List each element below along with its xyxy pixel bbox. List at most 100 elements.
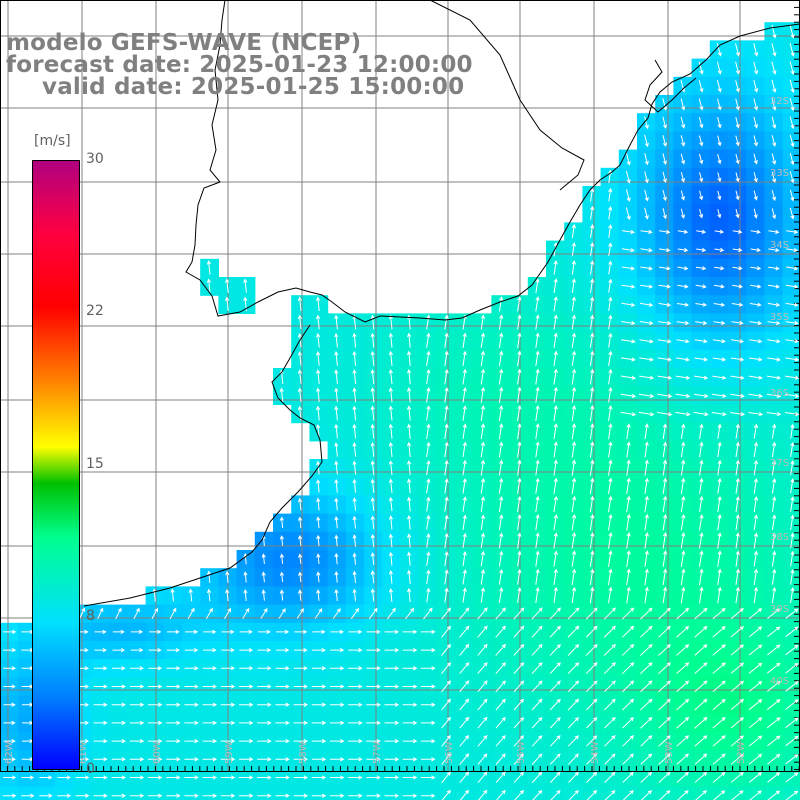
latitude-label: 36S xyxy=(770,388,789,399)
wind-arrow xyxy=(785,357,800,362)
wind-arrow xyxy=(531,643,543,656)
wind-arrow xyxy=(462,587,467,603)
wind-arrow xyxy=(426,314,431,330)
wind-arrow xyxy=(553,260,558,275)
wind-arrow xyxy=(585,680,598,693)
wind-arrow xyxy=(477,734,488,747)
wind-cell xyxy=(145,786,165,800)
wind-arrow xyxy=(366,684,381,689)
wind-arrow xyxy=(553,278,558,294)
wind-arrow xyxy=(166,757,181,762)
wind-arrow xyxy=(97,607,104,620)
wind-arrow xyxy=(549,698,561,711)
wind-arrow xyxy=(366,738,381,744)
wind-cell xyxy=(637,786,656,800)
wind-arrow xyxy=(517,532,522,549)
latitude-label: 32S xyxy=(770,96,789,107)
wind-arrow xyxy=(426,478,431,494)
wind-arrow xyxy=(694,716,708,729)
wind-arrow xyxy=(735,459,740,476)
wind-arrow xyxy=(621,248,635,253)
wind-arrow xyxy=(261,571,266,583)
wind-cell xyxy=(0,786,19,800)
wind-arrow xyxy=(239,720,254,726)
wind-arrow xyxy=(462,478,467,494)
wind-arrow xyxy=(293,793,309,798)
wind-arrow xyxy=(753,514,759,531)
wind-arrow xyxy=(680,441,686,458)
wind-arrow xyxy=(531,662,543,675)
wind-arrow xyxy=(93,775,108,780)
wind-arrow xyxy=(384,757,400,762)
wind-arrow xyxy=(735,423,740,439)
wind-arrow xyxy=(644,423,649,440)
wind-arrow xyxy=(586,753,598,765)
wind-arrow xyxy=(748,626,763,638)
wind-arrow xyxy=(330,666,345,671)
wind-arrow xyxy=(148,775,163,780)
wind-arrow xyxy=(608,332,613,348)
wind-arrow xyxy=(750,284,762,289)
wind-arrow xyxy=(535,404,540,422)
wind-arrow xyxy=(608,495,613,513)
wind-arrow xyxy=(699,208,704,219)
wind-arrow xyxy=(352,552,357,565)
wind-arrow xyxy=(112,629,125,635)
wind-arrow xyxy=(330,647,345,653)
wind-arrow xyxy=(626,477,631,495)
wind-arrow xyxy=(735,135,740,147)
wind-arrow xyxy=(93,666,108,671)
wind-arrow xyxy=(608,532,613,549)
wind-arrow xyxy=(658,790,671,800)
wind-arrow xyxy=(644,513,649,531)
wind-arrow xyxy=(388,533,394,548)
wind-arrow xyxy=(517,550,522,567)
wind-arrow xyxy=(498,532,504,549)
wind-arrow xyxy=(498,477,504,494)
wind-arrow xyxy=(279,553,285,564)
wind-arrow xyxy=(571,550,577,567)
wind-arrow xyxy=(316,387,321,403)
wind-arrow xyxy=(3,757,16,762)
wind-arrow xyxy=(352,534,357,547)
wind-arrow xyxy=(477,771,488,784)
wind-arrow xyxy=(625,207,631,221)
wind-arrow xyxy=(622,753,634,765)
wind-arrow xyxy=(789,171,795,184)
wind-arrow xyxy=(608,550,613,567)
wind-arrow xyxy=(735,190,740,201)
longitude-label: 59W xyxy=(224,741,235,764)
wind-cell xyxy=(746,786,765,800)
wind-arrow xyxy=(257,684,272,689)
wind-arrow xyxy=(517,296,522,312)
wind-arrow xyxy=(517,568,522,585)
wind-arrow xyxy=(111,702,126,707)
wind-arrow xyxy=(771,568,777,585)
wind-arrow xyxy=(730,412,746,417)
wind-arrow xyxy=(571,278,576,293)
wind-arrow xyxy=(567,680,580,693)
wind-arrow xyxy=(243,571,248,583)
wind-arrow xyxy=(675,393,691,398)
wind-arrow xyxy=(444,350,449,367)
wind-arrow xyxy=(166,647,181,653)
wind-arrow xyxy=(293,720,309,726)
wind-arrow xyxy=(712,357,727,362)
wind-arrow xyxy=(311,666,327,671)
wind-arrow xyxy=(495,643,506,656)
wind-arrow xyxy=(748,753,763,765)
longitude-label: 61W xyxy=(78,741,89,764)
wind-arrow xyxy=(585,643,598,656)
wind-arrow xyxy=(589,513,595,531)
wind-arrow xyxy=(604,753,616,765)
wind-arrow xyxy=(498,496,504,512)
wind-cell xyxy=(600,786,620,800)
wind-arrow xyxy=(348,775,363,780)
wind-arrow xyxy=(732,229,743,234)
wind-arrow xyxy=(717,423,722,439)
wind-cell xyxy=(782,786,800,800)
wind-arrow xyxy=(753,135,758,147)
wind-arrow xyxy=(662,208,667,220)
